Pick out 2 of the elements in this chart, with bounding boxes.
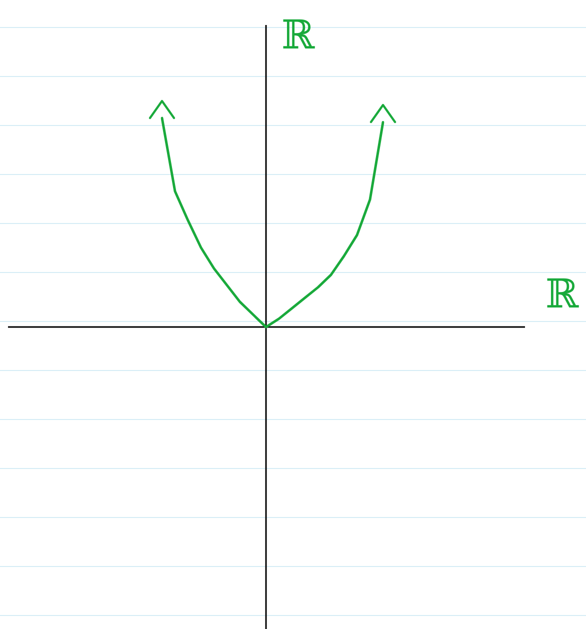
y-axis-title: ℝ bbox=[281, 12, 316, 58]
x-axis-title: ℝ bbox=[545, 271, 580, 318]
